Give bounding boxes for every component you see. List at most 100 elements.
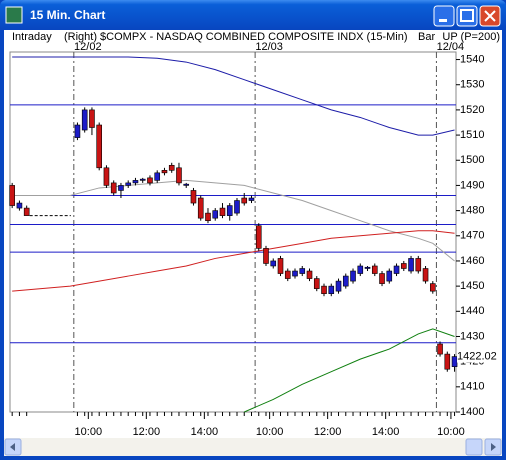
candle-body: [321, 285, 327, 294]
candle-body: [234, 200, 240, 214]
x-tick-label: 12:00: [133, 426, 161, 438]
candle-body: [205, 212, 211, 221]
x-tick-label: 14:00: [191, 426, 219, 438]
indicator-line: [12, 179, 455, 262]
candle-body: [306, 270, 313, 279]
y-tick-label: 1480: [460, 205, 484, 217]
x-tick-label: 10:00: [75, 426, 103, 438]
y-tick-label: 1530: [460, 79, 484, 91]
scroll-right-glyph: [491, 443, 496, 451]
candle-body: [176, 167, 182, 184]
candle-body: [110, 182, 117, 194]
candle-body: [371, 265, 378, 274]
candle-body: [408, 258, 414, 272]
candle-body: [219, 207, 226, 216]
x-tick-label: 10:00: [437, 426, 465, 438]
candle-body: [96, 124, 102, 169]
window-icon: [5, 6, 23, 24]
candle-body: [154, 172, 161, 181]
minimize-button[interactable]: [433, 5, 455, 27]
candle-body: [183, 183, 190, 186]
maximize-glyph: [460, 9, 474, 22]
indicator-line: [244, 328, 455, 413]
scrollbar[interactable]: [4, 438, 502, 456]
chart: 1400141014201430144014501460147014801490…: [9, 41, 497, 438]
candle-body: [139, 178, 146, 181]
candle-body: [125, 182, 132, 186]
title-bar: [0, 0, 506, 30]
day-label: 12/04: [437, 41, 465, 53]
candle-body: [248, 197, 255, 201]
candle-body: [364, 266, 371, 269]
candle-body: [226, 205, 233, 216]
candle-body: [190, 190, 197, 204]
day-label: 12/03: [255, 41, 283, 53]
candle-body: [350, 270, 356, 282]
y-tick-label: 1490: [460, 179, 484, 191]
candle-body: [335, 280, 342, 292]
candle-body: [161, 170, 168, 174]
bar-label: Bar: [418, 31, 435, 43]
close-glyph: [484, 10, 496, 22]
y-tick-label: 1430: [460, 330, 484, 342]
scroll-thumb[interactable]: [465, 438, 483, 456]
candle-body: [284, 270, 291, 279]
candle-body: [23, 207, 30, 216]
candle-body: [357, 265, 364, 274]
last-price-label: 1422.02: [457, 350, 497, 362]
candle-body: [132, 180, 139, 184]
candle-body: [270, 260, 277, 267]
candle-body: [241, 197, 248, 204]
candle-body: [400, 263, 407, 269]
x-tick-label: 14:00: [372, 426, 400, 438]
y-tick-label: 1440: [460, 305, 484, 317]
candle-body: [379, 273, 385, 284]
candle-body: [429, 283, 436, 292]
client-area: [4, 30, 502, 456]
candle-body: [9, 185, 15, 206]
y-tick-label: 1510: [460, 129, 484, 141]
candle-body: [292, 270, 298, 277]
x-tick-label: 10:00: [256, 426, 284, 438]
x-tick-label: 12:00: [314, 426, 342, 438]
candle-body: [81, 109, 88, 131]
y-tick-label: 1500: [460, 154, 484, 166]
candle-body: [168, 164, 175, 171]
window-title: 15 Min. Chart: [30, 8, 105, 22]
chart-subtitle: UP (P=200): [442, 31, 500, 43]
candle-body: [277, 258, 284, 274]
candle-body: [393, 265, 400, 274]
candle-body: [328, 285, 335, 294]
candle-body: [415, 258, 422, 272]
candle-body: [444, 353, 451, 370]
candle-body: [118, 185, 124, 191]
indicator-line: [12, 230, 455, 292]
candle-body: [386, 270, 393, 282]
indicator-line: [12, 56, 455, 136]
header-left: Intraday: [12, 31, 52, 43]
y-tick-label: 1450: [460, 280, 484, 292]
scroll-left-glyph: [10, 443, 15, 451]
candle-body: [89, 109, 95, 128]
y-tick-label: 1410: [460, 381, 484, 393]
y-tick-label: 1470: [460, 230, 484, 242]
candle-body: [212, 210, 219, 219]
y-tick-label: 1520: [460, 104, 484, 116]
candle-body: [147, 177, 153, 184]
candle-body: [342, 275, 349, 287]
candle-body: [299, 268, 306, 274]
candle-body: [103, 167, 110, 186]
candle-body: [437, 343, 443, 355]
candle-body: [74, 124, 81, 138]
candle-body: [313, 278, 320, 289]
chart-title: (Right) $COMPX - NASDAQ COMBINED COMPOSI…: [64, 31, 408, 43]
candle-body: [16, 202, 23, 209]
last-price-box: [457, 350, 497, 363]
minimize-glyph: [439, 19, 447, 22]
candle-body: [255, 225, 262, 249]
candle-body: [422, 268, 429, 282]
y-tick-label: 1540: [460, 53, 484, 65]
plot-frame: [9, 51, 457, 413]
day-label: 12/02: [74, 41, 102, 53]
